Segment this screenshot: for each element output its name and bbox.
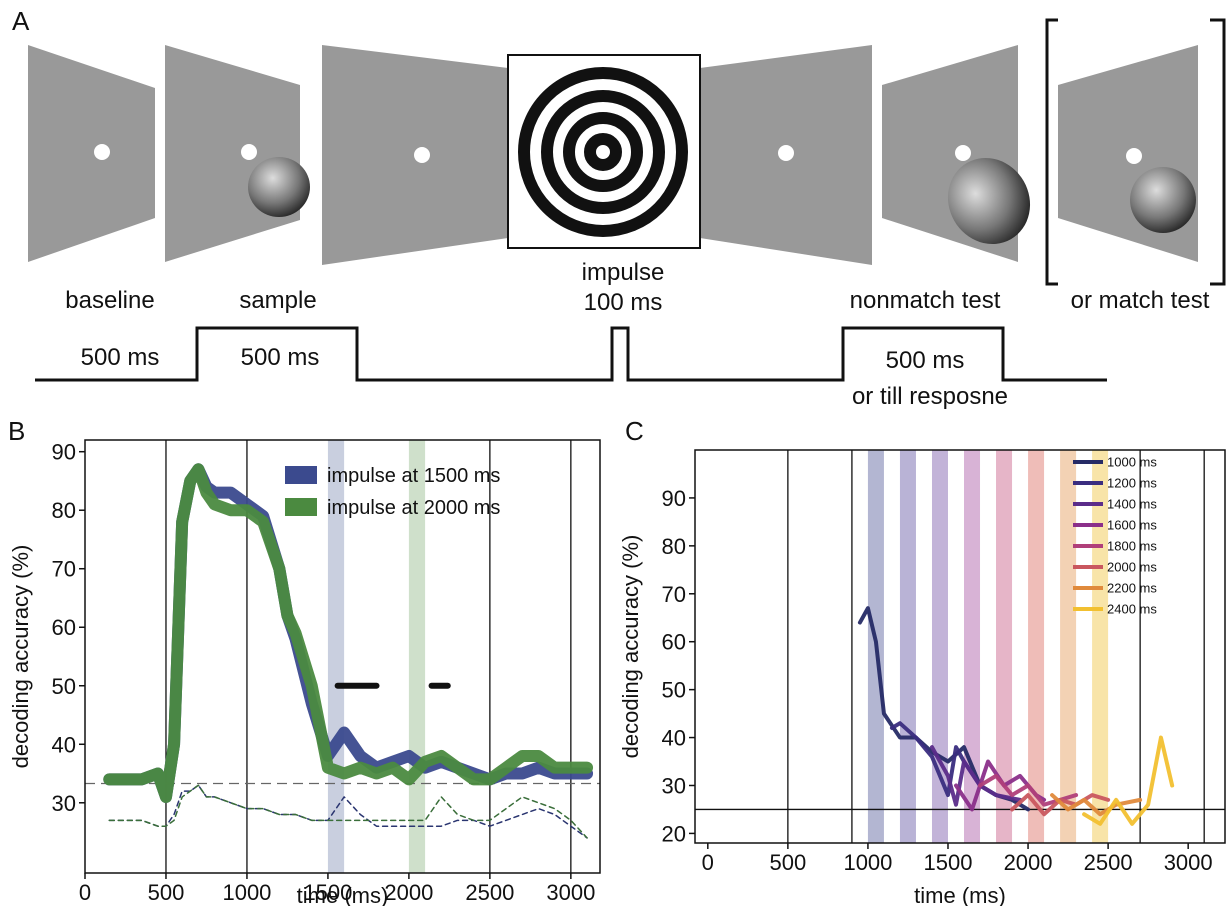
x-tick-label: 1500 [303, 880, 352, 905]
legend-label: 1000 ms [1107, 455, 1157, 470]
frame-label: impulse [582, 259, 665, 286]
x-tick-label: 2500 [465, 880, 514, 905]
y-tick-label: 60 [52, 615, 76, 640]
x-tick-label: 2000 [384, 880, 433, 905]
bullseye [518, 67, 688, 237]
highlight-band [1028, 450, 1045, 843]
chance-line-series [108, 784, 588, 839]
panel-label: B [8, 416, 25, 446]
y-tick-label: 50 [662, 678, 686, 703]
frame-label: 100 ms [584, 289, 663, 316]
x-tick-label: 1500 [924, 850, 973, 875]
highlight-band [1060, 450, 1077, 843]
x-tick-label: 1000 [222, 880, 271, 905]
highlight-band [964, 450, 981, 843]
legend-swatch [285, 466, 317, 484]
x-tick-label: 500 [770, 850, 807, 875]
frame-label: baseline [65, 287, 154, 314]
y-tick-label: 90 [52, 440, 76, 465]
legend-label: 1200 ms [1107, 476, 1157, 491]
x-tick-label: 500 [148, 880, 185, 905]
y-tick-label: 20 [662, 821, 686, 846]
legend-label: 1400 ms [1107, 497, 1157, 512]
panel-a: A baseline sample impulse 100 ms nonmatc… [12, 6, 1226, 410]
pepper-image [1130, 167, 1196, 233]
highlight-band [899, 450, 916, 843]
timeline-label: or till resposne [852, 383, 1008, 410]
x-tick-label: 2000 [1004, 850, 1053, 875]
y-tick-label: 30 [662, 773, 686, 798]
y-axis-label: decoding accuracy (%) [618, 535, 643, 759]
frame-label: or match test [1071, 287, 1210, 314]
pepper-image [248, 157, 310, 217]
plot-frame [694, 449, 1226, 844]
x-tick-label: 0 [702, 850, 714, 875]
series-line [1082, 735, 1175, 826]
series-line [929, 745, 1023, 807]
impulse-frame [507, 54, 701, 249]
x-tick-label: 0 [79, 880, 91, 905]
melon-image [947, 157, 1031, 245]
y-tick-label: 70 [662, 582, 686, 607]
x-tick-label: 2500 [1084, 850, 1133, 875]
fixation-dots [94, 144, 1142, 164]
y-tick-label: 80 [662, 534, 686, 559]
legend-swatch [285, 498, 317, 516]
x-tick-label: 1000 [843, 850, 892, 875]
legend-label: 2200 ms [1107, 581, 1157, 596]
screen [165, 45, 300, 262]
legend-label: impulse at 1500 ms [327, 465, 500, 487]
y-axis-label: decoding accuracy (%) [8, 545, 33, 769]
x-axis-label: time (ms) [914, 883, 1006, 906]
x-axis-label: time (ms) [297, 883, 389, 906]
legend-label: impulse at 2000 ms [327, 497, 500, 519]
x-tick-label: 3000 [1164, 850, 1213, 875]
bracket [1045, 18, 1226, 286]
frame-label: sample [239, 287, 316, 314]
legend-label: 1800 ms [1107, 539, 1157, 554]
y-tick-label: 60 [662, 630, 686, 655]
y-tick-label: 80 [52, 498, 76, 523]
panel-label: A [12, 6, 30, 36]
timeline [35, 326, 1107, 382]
x-tick-label: 3000 [546, 880, 595, 905]
legend-label: 2400 ms [1107, 602, 1157, 617]
y-tick-label: 40 [662, 726, 686, 751]
highlight-band [931, 450, 948, 843]
plot-frame [84, 439, 601, 874]
highlight-band [996, 450, 1013, 843]
screen [28, 45, 155, 262]
y-tick-label: 40 [52, 732, 76, 757]
y-tick-label: 50 [52, 674, 76, 699]
highlight-band [1092, 450, 1109, 843]
series-line [103, 463, 594, 803]
timeline-label: 500 ms [81, 344, 160, 371]
y-tick-label: 90 [662, 486, 686, 511]
legend-label: 2000 ms [1107, 560, 1157, 575]
timeline-label: 500 ms [241, 344, 320, 371]
timeline-label: 500 ms [886, 347, 965, 374]
y-tick-label: 70 [52, 557, 76, 582]
panel-label: C [625, 416, 644, 446]
legend-label: 1600 ms [1107, 518, 1157, 533]
frame-label: nonmatch test [850, 287, 1001, 314]
y-tick-label: 30 [52, 791, 76, 816]
chance-line-series [108, 784, 588, 839]
